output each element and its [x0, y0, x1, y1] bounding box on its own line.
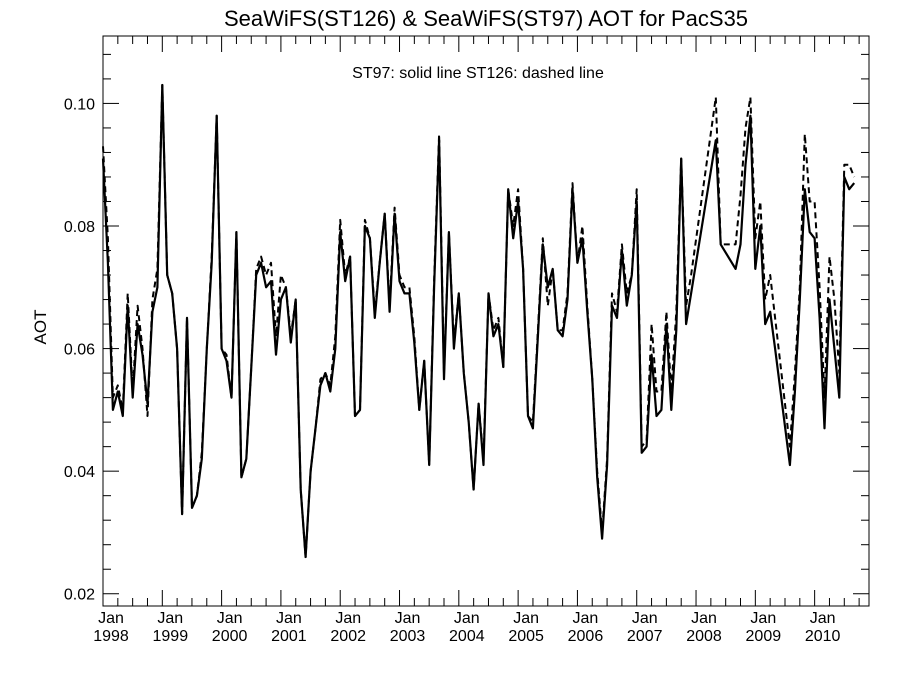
- x-tick-year-label: 2004: [449, 628, 485, 645]
- series-lines: [101, 83, 856, 559]
- x-tick-month-label: Jan: [98, 610, 124, 627]
- x-tick-month-label: Jan: [691, 610, 717, 627]
- x-tick-month-label: Jan: [750, 610, 776, 627]
- x-tick-year-label: 2001: [271, 628, 307, 645]
- chart-title: SeaWiFS(ST126) & SeaWiFS(ST97) AOT for P…: [224, 6, 748, 31]
- y-axis-label: AOT: [31, 310, 50, 345]
- x-tick-month-label: Jan: [395, 610, 421, 627]
- x-tick-year-label: 2007: [627, 628, 663, 645]
- x-tick-month-label: Jan: [276, 610, 302, 627]
- x-tick-month-label: Jan: [335, 610, 361, 627]
- x-tick-month-label: Jan: [513, 610, 539, 627]
- x-tick-month-label: Jan: [632, 610, 658, 627]
- y-tick-label: 0.04: [64, 464, 95, 481]
- y-tick-label: 0.06: [64, 342, 95, 359]
- x-tick-year-label: 2008: [686, 628, 722, 645]
- series-line-st126: [102, 84, 856, 558]
- x-tick-year-label: 2006: [568, 628, 604, 645]
- x-tick-year-label: 2000: [212, 628, 248, 645]
- x-tick-year-label: 1999: [153, 628, 189, 645]
- y-tick-label: 0.02: [64, 587, 95, 604]
- axis-ticks: 0.020.040.060.080.10Jan1998Jan1999Jan200…: [64, 36, 869, 645]
- plot-frame: [102, 35, 870, 607]
- line-style-note: ST97: solid line ST126: dashed line: [352, 65, 604, 82]
- x-tick-year-label: 2010: [805, 628, 841, 645]
- x-tick-month-label: Jan: [573, 610, 599, 627]
- x-tick-year-label: 2002: [330, 628, 366, 645]
- x-tick-month-label: Jan: [217, 610, 243, 627]
- x-tick-year-label: 2003: [390, 628, 426, 645]
- x-tick-month-label: Jan: [157, 610, 183, 627]
- y-tick-label: 0.10: [64, 96, 95, 113]
- y-tick-label: 0.08: [64, 219, 95, 236]
- x-tick-month-label: Jan: [454, 610, 480, 627]
- x-tick-month-label: Jan: [810, 610, 836, 627]
- x-tick-year-label: 1998: [93, 628, 129, 645]
- x-tick-year-label: 2005: [508, 628, 544, 645]
- x-tick-year-label: 2009: [746, 628, 782, 645]
